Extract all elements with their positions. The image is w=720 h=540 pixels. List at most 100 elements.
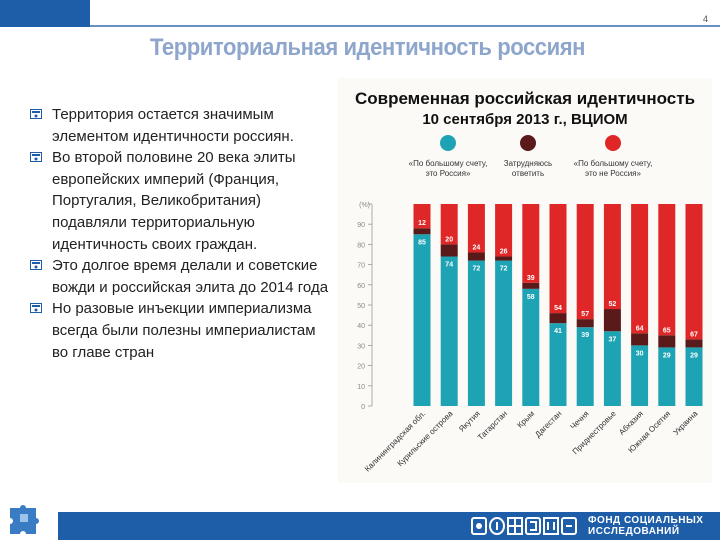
bar-segment (467, 204, 485, 253)
legend-marker (440, 135, 456, 151)
bullet-icon (30, 109, 42, 119)
y-unit-label: (%) (359, 202, 370, 209)
data-label: 12 (418, 220, 426, 227)
x-tick-label: Крым (515, 409, 536, 430)
bar-segment (658, 204, 676, 336)
slide-title: Территориальная идентичность россиян (150, 34, 586, 61)
bar-segment (522, 282, 540, 289)
x-tick-label: Татарстан (476, 409, 509, 442)
bar-segment (576, 319, 594, 328)
y-axis: 0 10 20 30 40 50 60 70 80 90 (%) (357, 202, 373, 411)
footer-bar (58, 512, 720, 540)
bar-segment (495, 256, 513, 261)
legend-label: «По большому счету, это Россия» (409, 159, 488, 178)
data-label: 29 (690, 352, 698, 359)
data-label: 30 (636, 350, 644, 357)
bar-segment (631, 204, 649, 334)
data-label: 41 (554, 328, 562, 335)
bar-segment (603, 204, 621, 310)
bullet-item: Но разовые инъекции империализма всегда … (30, 298, 330, 363)
bar-segment (658, 347, 676, 406)
y-tick-label: 80 (357, 242, 365, 249)
x-tick-label: Курильские острова (396, 409, 455, 468)
data-label: 58 (527, 294, 535, 301)
bullet-icon (30, 303, 42, 314)
x-tick-label: Якутия (457, 409, 482, 434)
bar-segment (603, 331, 621, 406)
bar-segment (685, 339, 703, 348)
bar-segment (658, 335, 676, 348)
data-label: 29 (663, 352, 671, 359)
data-label: 65 (663, 327, 671, 334)
org-name: ФОНД СОЦИАЛЬНЫХ ИССЛЕДОВАНИЙ (588, 515, 703, 537)
bar-segment (631, 333, 649, 346)
bar-segment (413, 228, 431, 235)
data-label: 52 (609, 301, 617, 308)
bar-segment (549, 323, 567, 406)
legend-marker (605, 135, 621, 151)
y-tick-label: 70 (357, 263, 365, 270)
y-tick-label: 40 (357, 323, 365, 330)
data-label: 74 (445, 262, 453, 269)
bar-segment (440, 204, 458, 245)
y-tick-label: 0 (361, 404, 365, 411)
y-tick-label: 50 (357, 303, 365, 310)
puzzle-logo-icon (10, 505, 39, 534)
data-label: 57 (581, 311, 589, 318)
bar-segment (522, 204, 540, 283)
bar-segment (685, 347, 703, 406)
chart-panel: Современная российская идентичность 10 с… (338, 78, 712, 483)
bar-segment (495, 260, 513, 406)
bullet-icon (30, 260, 42, 271)
data-label: 39 (581, 332, 589, 339)
bullet-text: Территория остается значимым элементом и… (52, 106, 294, 145)
bar-segment (467, 252, 485, 261)
page-number: 4 (702, 14, 708, 24)
data-label: 20 (445, 236, 453, 243)
bar-segment (549, 313, 567, 324)
data-label: 85 (418, 239, 426, 246)
bars-group: 85 12 74 20 72 24 72 26 58 39 41 54 39 57 37 52 30 64 29 65… (413, 204, 703, 406)
x-tick-label: Дагестан (533, 409, 563, 439)
org-name-line1: ФОНД СОЦИАЛЬНЫХ (588, 515, 704, 526)
bar-segment (603, 309, 621, 332)
y-tick-label: 10 (357, 384, 365, 391)
header-rule (90, 25, 720, 27)
legend-label: «По большому счету, это не Россия» (574, 159, 653, 178)
data-label: 72 (500, 266, 508, 273)
bullet-text: Это долгое время делали и советские вожд… (52, 257, 329, 296)
bullet-list: Территория остается значимым элементом и… (30, 104, 330, 363)
bar-segment (413, 204, 431, 229)
legend-label: Затрудняюсь ответить (504, 159, 552, 178)
data-label: 64 (636, 325, 644, 332)
bar-segment (495, 204, 513, 257)
bar-segment (522, 288, 540, 406)
bar-segment (549, 204, 567, 314)
stacked-bar-chart: Современная российская идентичность 10 с… (355, 89, 703, 474)
bar-segment (413, 234, 431, 406)
bar-segment (440, 256, 458, 406)
data-label: 54 (554, 305, 562, 312)
data-label: 24 (473, 244, 481, 251)
y-tick-label: 60 (357, 283, 365, 290)
y-tick-label: 30 (357, 343, 365, 350)
data-label: 72 (473, 266, 481, 273)
y-tick-label: 90 (357, 222, 365, 229)
header-accent-bar (0, 0, 90, 27)
bullet-item: Это долгое время делали и советские вожд… (30, 255, 330, 298)
bullet-text: Но разовые инъекции империализма всегда … (52, 300, 316, 361)
chart-subtitle: 10 сентября 2013 г., ВЦИОМ (422, 111, 627, 128)
data-label: 67 (690, 331, 698, 338)
chart-title: Современная российская идентичность (355, 89, 695, 108)
bar-segment (631, 345, 649, 406)
bullet-text: Во второй половине 20 века элиты европей… (52, 149, 296, 253)
bullet-item: Территория остается значимым элементом и… (30, 104, 330, 147)
bar-segment (440, 244, 458, 257)
y-tick-label: 20 (357, 364, 365, 371)
legend-marker (520, 135, 536, 151)
bar-segment (576, 327, 594, 406)
x-tick-label: Украина (672, 409, 700, 437)
fom-logo-icon (471, 517, 577, 535)
bar-segment (576, 204, 594, 320)
bar-segment (685, 204, 703, 340)
